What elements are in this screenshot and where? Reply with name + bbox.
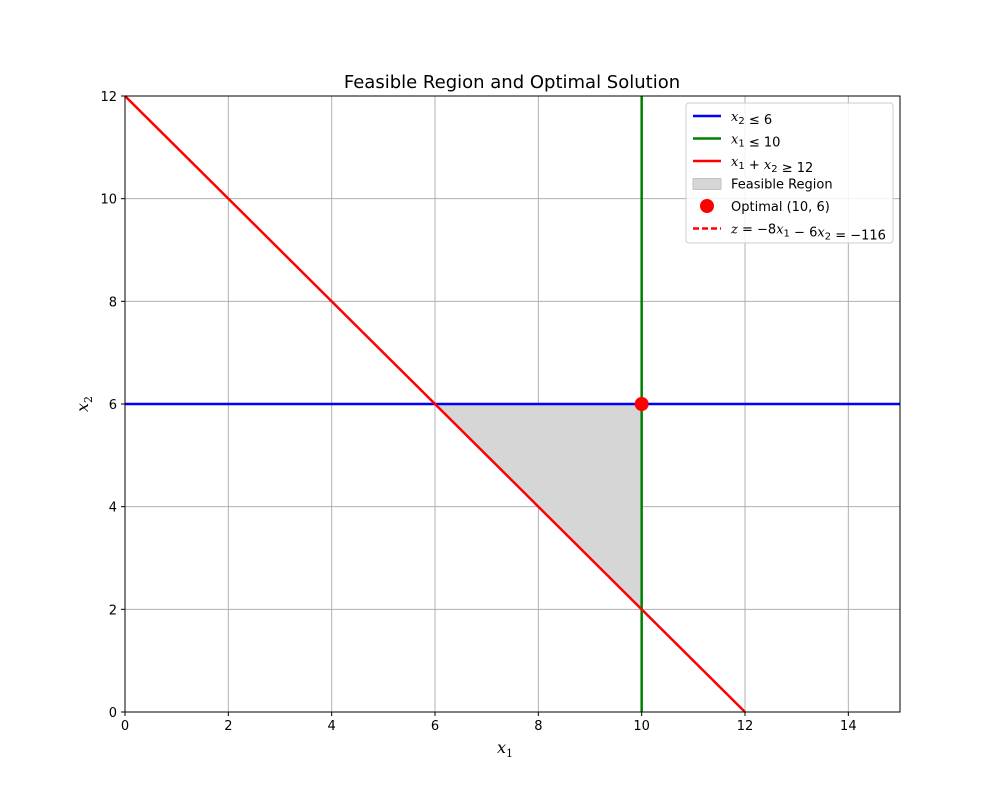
x-tick-label: 8 [534, 719, 542, 734]
plot-frame [124, 95, 901, 713]
y-tick-label: 2 [109, 603, 117, 618]
x-tick-label: 6 [431, 719, 439, 734]
y-tick-label: 6 [109, 398, 117, 413]
x-tick-label: 10 [633, 719, 650, 734]
legend-label: x1 + x2 ≥ 12 [731, 155, 813, 176]
x-tick-label: 4 [328, 719, 336, 734]
legend-label: x2 ≤ 6 [731, 110, 772, 128]
y-tick-label: 4 [109, 501, 117, 516]
legend: x2 ≤ 6 x1 ≤ 10 x1 + x2 ≥ 12 Feasible Region… [685, 102, 894, 244]
y-tick-label: 10 [100, 193, 117, 208]
axes: 0 2 4 6 8 10 12 14 0 2 4 6 8 10 12 [100, 90, 901, 734]
optimal-point [634, 397, 649, 411]
series-layer [124, 95, 900, 713]
y-tick-label: 0 [109, 706, 117, 721]
legend-swatch-area [692, 178, 722, 190]
x-axis-label: x1 [497, 738, 513, 760]
x-tick-label: 12 [737, 719, 754, 734]
y-tick-label: 12 [100, 90, 117, 105]
legend-label: Optimal (10, 6) [731, 200, 830, 215]
legend-swatch-point [700, 199, 714, 213]
chart-title: Feasible Region and Optimal Solution [344, 72, 680, 93]
series-2-line [124, 95, 746, 713]
x-tick-label: 14 [840, 719, 857, 734]
x-tick-label: 0 [121, 719, 129, 734]
legend-label: Feasible Region [731, 178, 833, 193]
legend-box [685, 102, 894, 244]
y-tick-label: 8 [109, 295, 117, 310]
legend-label: x1 ≤ 10 [731, 133, 780, 151]
legend-label: z = −8x1 − 6x2 = −116 [730, 223, 886, 244]
y-axis-label: x2 [73, 396, 95, 412]
x-tick-label: 2 [224, 719, 232, 734]
